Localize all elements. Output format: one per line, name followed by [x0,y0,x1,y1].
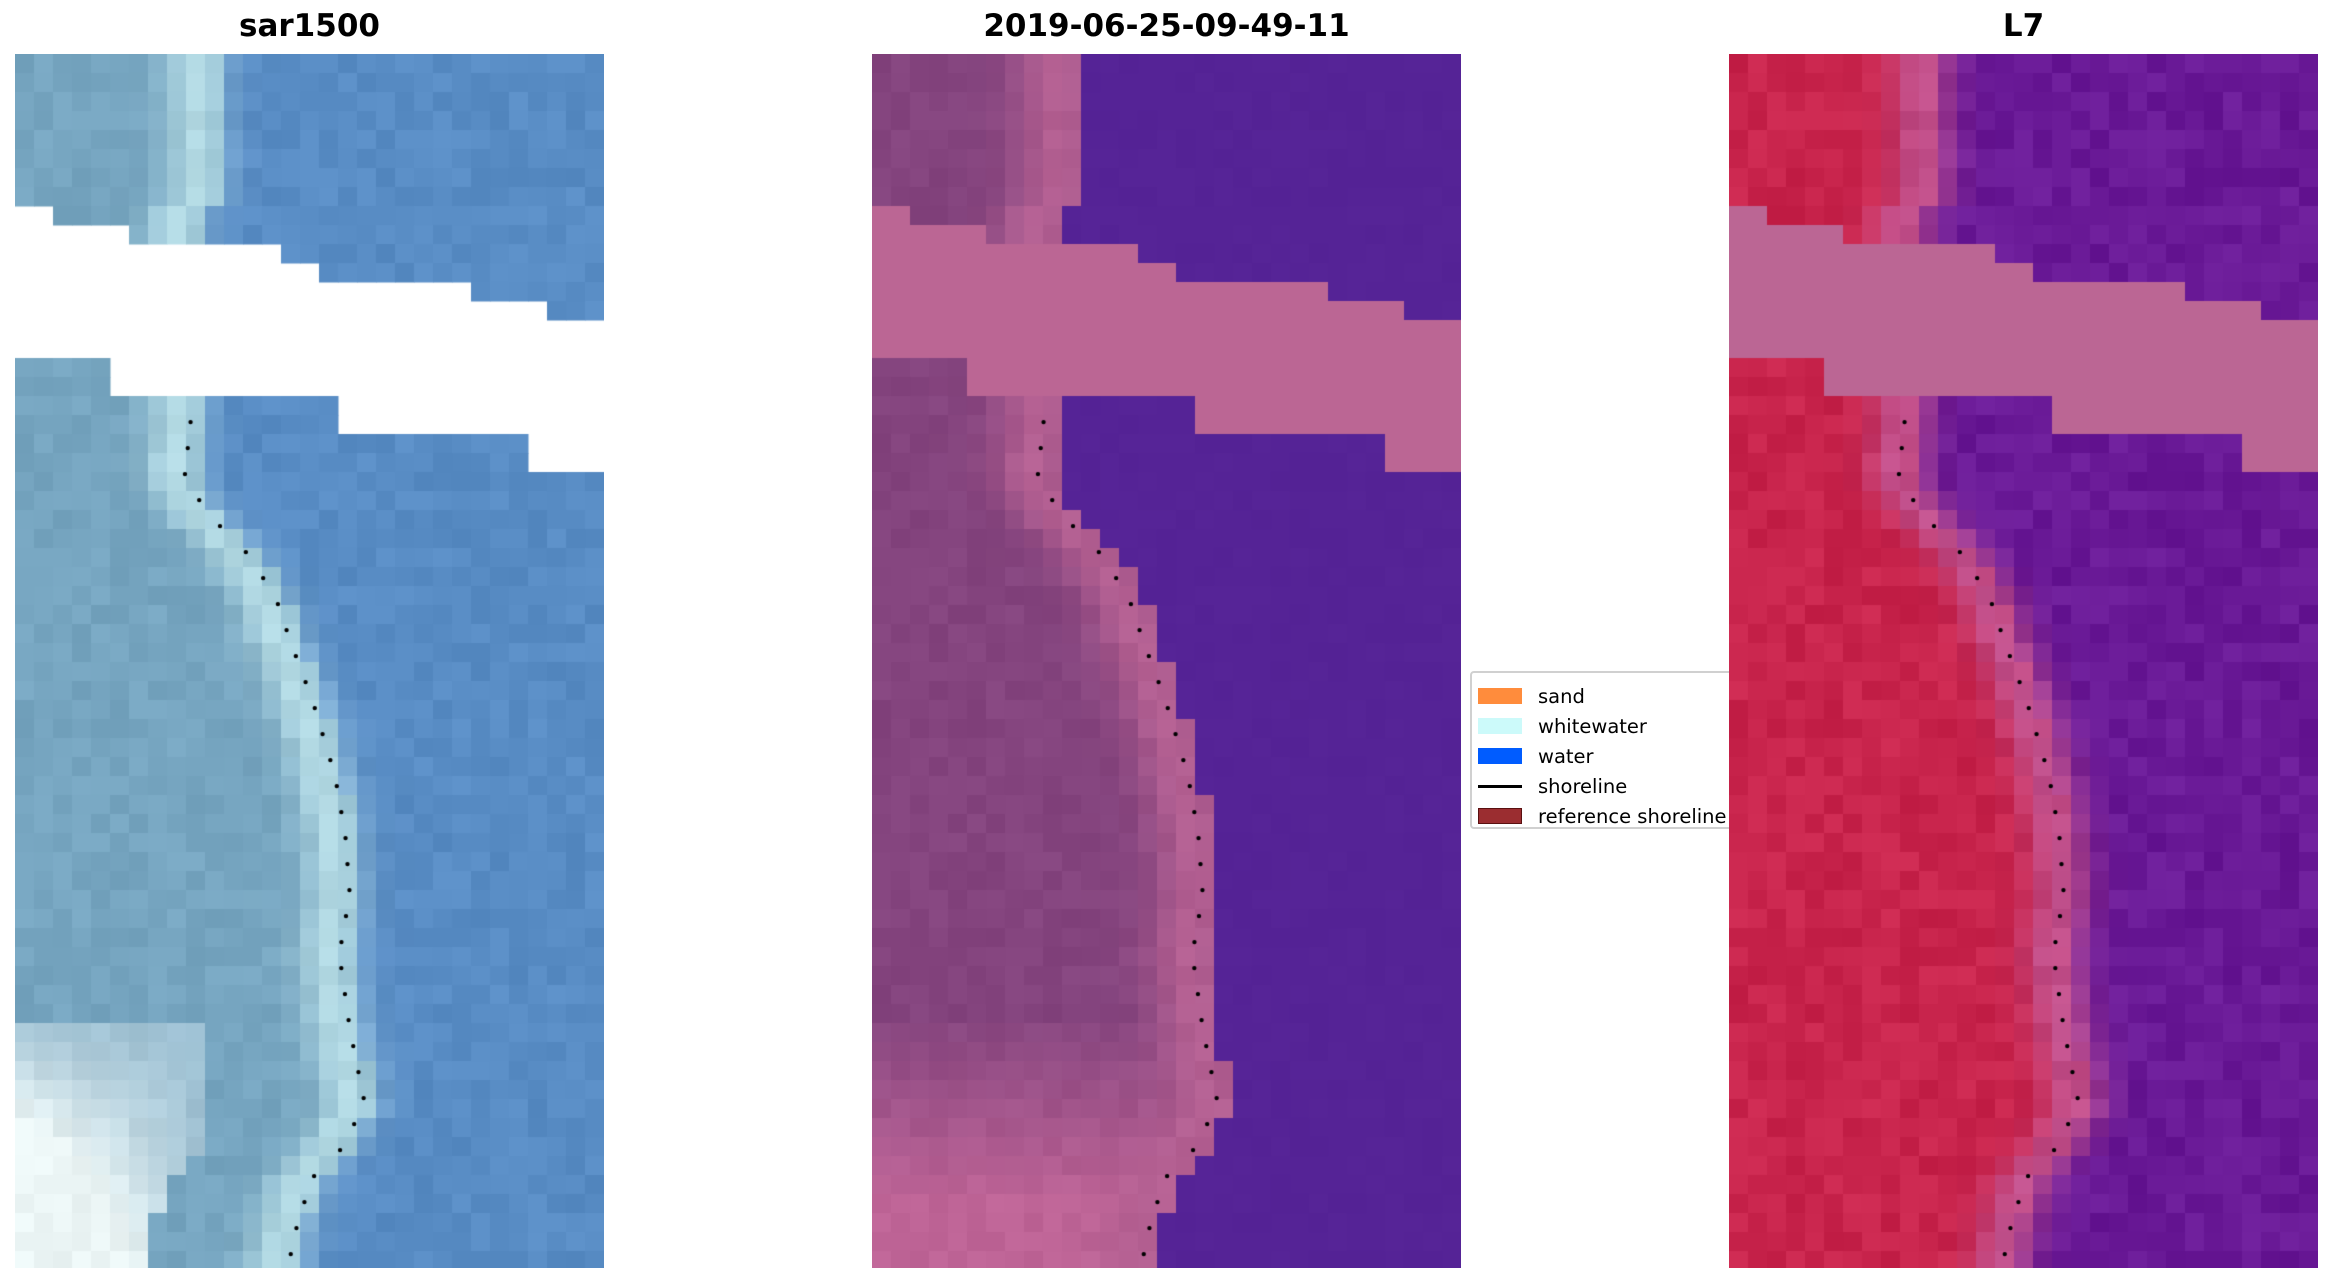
legend-item-shoreline: shoreline [1478,771,1627,801]
legend-label: reference shoreline [1538,804,1727,828]
classified-image-panel [872,54,1461,1268]
legend-item-sand: sand [1478,681,1585,711]
rgb-image-panel [15,54,604,1268]
legend-item-water: water [1478,741,1594,771]
legend-swatch-whitewater [1478,718,1522,734]
legend: sand whitewater water shoreline referenc… [1470,671,1774,829]
panel-title-classified: 2019-06-25-09-49-11 [983,8,1350,44]
legend-swatch-reference-shoreline [1478,808,1522,824]
legend-label: whitewater [1538,714,1647,738]
legend-item-reference-shoreline: reference shoreline [1478,801,1727,831]
legend-swatch-water [1478,748,1522,764]
legend-label: water [1538,744,1594,768]
panel-title-l7: L7 [2002,8,2045,44]
legend-label: shoreline [1538,774,1628,798]
l7-image-panel [1729,54,2318,1268]
legend-line-shoreline [1478,784,1522,788]
legend-swatch-sand [1478,688,1522,704]
rgb-image [15,54,604,1268]
legend-item-whitewater: whitewater [1478,711,1647,741]
l7-image [1729,54,2318,1268]
classified-image [872,54,1461,1268]
legend-label: sand [1538,684,1585,708]
panel-title-rgb: sar1500 [239,8,380,44]
